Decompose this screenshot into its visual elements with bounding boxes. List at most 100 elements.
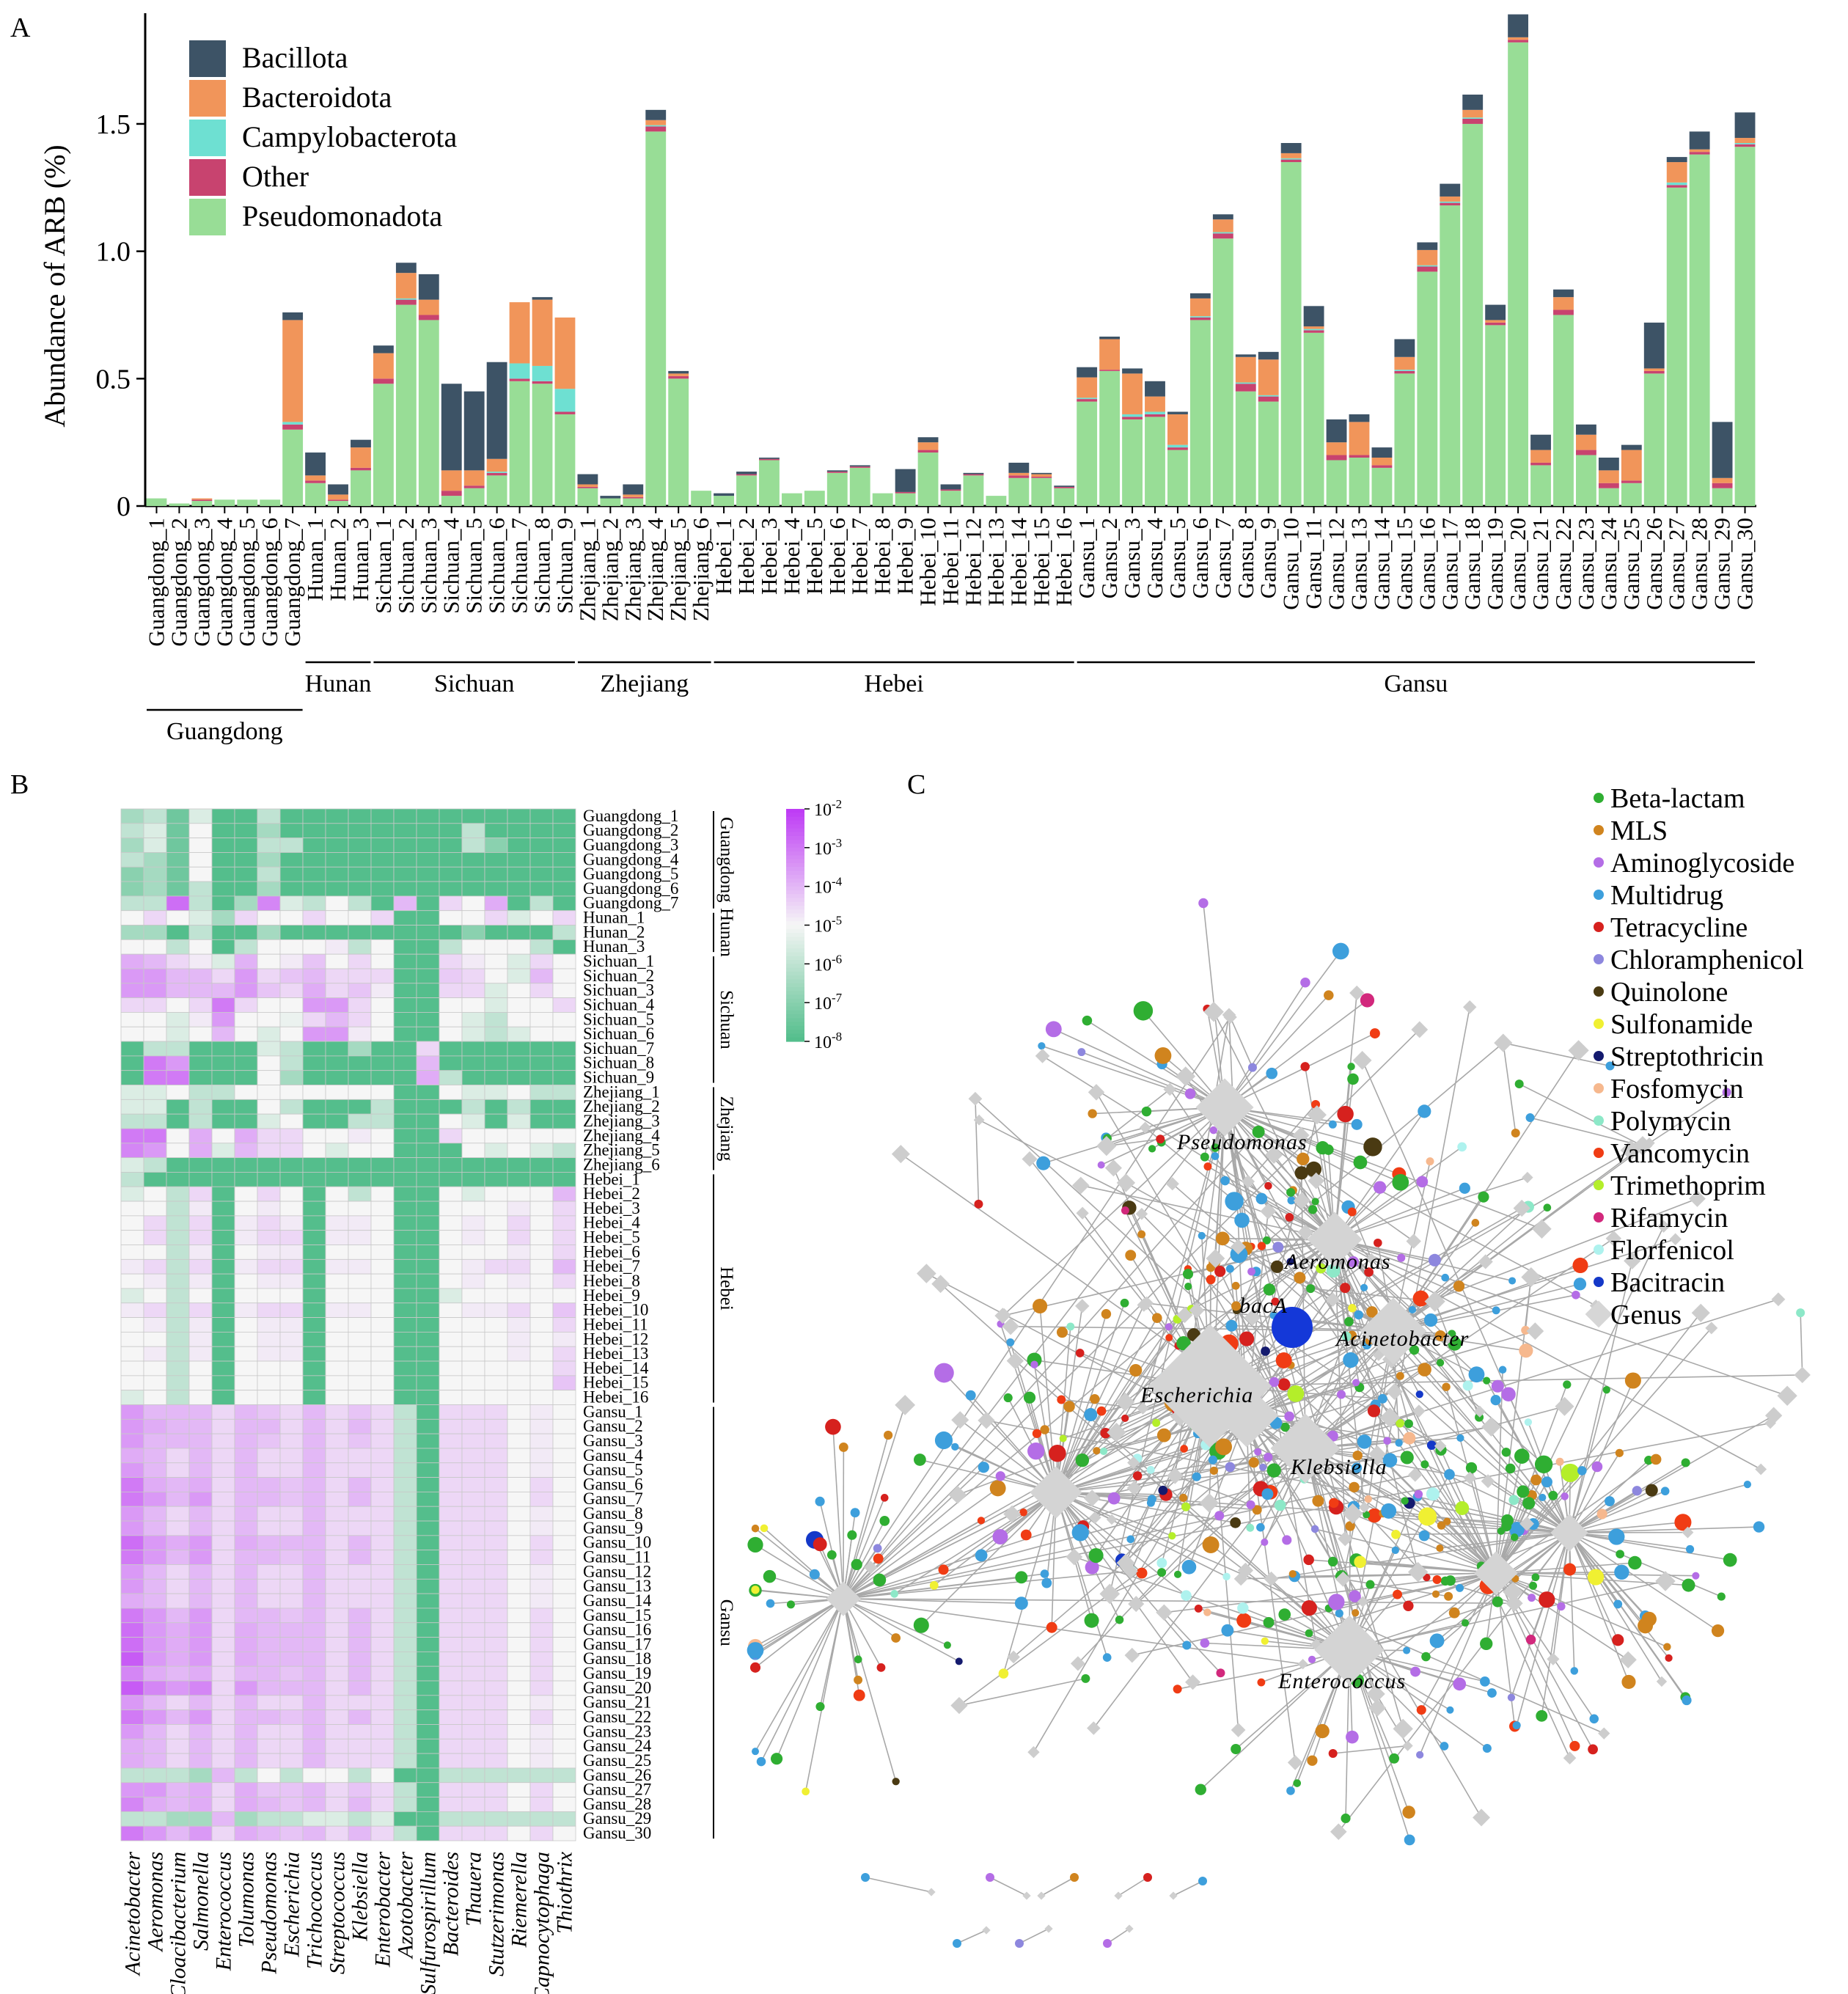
heat-cell <box>279 1782 304 1797</box>
heat-col-label: Escherichia <box>280 1852 304 1957</box>
heat-col-label: Sulfurospirillum <box>417 1852 441 1994</box>
heat-cell <box>529 1738 554 1754</box>
heat-cell <box>348 823 372 839</box>
heat-cell <box>120 866 144 882</box>
heat-cell <box>393 1665 417 1682</box>
arg-node <box>1360 1283 1368 1291</box>
bar-other <box>849 466 870 468</box>
heat-cell <box>188 1172 213 1187</box>
bar-bacteroidota <box>1440 196 1461 202</box>
arg-node <box>1364 1267 1374 1277</box>
bar-pseudomonadota <box>328 501 348 506</box>
arg-node <box>1353 1155 1368 1170</box>
x-tick-label: Sichuan_5 <box>461 518 487 614</box>
bar-other <box>1666 185 1687 188</box>
heat-cell <box>166 910 190 925</box>
heat-cell <box>166 997 190 1013</box>
heat-cell <box>348 1651 372 1667</box>
heat-cell <box>461 1055 485 1071</box>
network-legend: Beta-lactamMLSAminoglycosideMultidrugTet… <box>1585 783 1804 1330</box>
bar-bacteroidota <box>1099 339 1121 370</box>
heat-cell <box>552 1055 576 1071</box>
arg-node <box>1214 1511 1225 1521</box>
colorbar-segment <box>786 983 804 988</box>
heat-col-label: Thiothrix <box>553 1851 577 1933</box>
heat-cell <box>279 1201 304 1217</box>
edge <box>1503 1042 1517 1134</box>
heat-cell <box>257 1245 281 1260</box>
heat-cell <box>188 1128 213 1144</box>
arg-node <box>1490 1395 1501 1406</box>
arg-node <box>1126 1535 1135 1544</box>
arg-node <box>929 1580 939 1590</box>
bar-pseudomonadota <box>554 414 576 506</box>
heat-cell <box>507 866 531 882</box>
heat-cell <box>325 1375 349 1391</box>
arg-node <box>1287 1196 1296 1205</box>
arg-node <box>1088 1547 1104 1564</box>
heat-cell <box>439 1462 463 1478</box>
heat-cell <box>529 866 554 882</box>
heat-cell <box>302 1608 326 1624</box>
legend-dot <box>1594 793 1604 803</box>
heat-cell <box>370 808 395 824</box>
bar-other <box>826 472 848 473</box>
bar-bacillota <box>1553 289 1574 298</box>
heat-cell <box>211 1346 235 1362</box>
heat-cell <box>507 1346 531 1362</box>
heat-cell <box>166 968 190 984</box>
heat-cell <box>484 1113 508 1129</box>
heat-cell <box>120 910 144 925</box>
heat-cell <box>439 1651 463 1667</box>
heat-cell <box>529 852 554 868</box>
heat-row-label: Guangdong_4 <box>583 850 679 868</box>
heat-cell <box>279 1709 304 1725</box>
arg-node <box>1352 1379 1360 1387</box>
genus-node <box>1412 1404 1426 1418</box>
heat-cell <box>257 1753 281 1769</box>
arg-node <box>1308 1655 1316 1663</box>
heat-cell <box>507 1433 531 1449</box>
heat-cell <box>439 837 463 853</box>
heat-cell <box>234 1753 258 1769</box>
heat-cell <box>257 1143 281 1159</box>
edge <box>843 1520 982 1599</box>
heat-cell <box>484 1477 508 1492</box>
heat-cell <box>120 1695 144 1711</box>
x-tick-label: Guangdong_3 <box>188 518 214 647</box>
heat-cell <box>166 1477 190 1492</box>
arg-node <box>1284 1411 1294 1422</box>
heat-cell <box>552 1302 576 1318</box>
heat-cell <box>416 1782 440 1797</box>
heat-cell <box>507 1113 531 1129</box>
heat-cell <box>325 983 349 999</box>
heat-cell <box>302 1390 326 1405</box>
arg-node <box>975 1549 988 1562</box>
heat-row-label: Gansu_4 <box>583 1446 643 1465</box>
bar-pseudomonadota <box>486 475 507 506</box>
heat-cell <box>143 1245 167 1260</box>
heat-cell <box>302 823 326 839</box>
colorbar-segment <box>786 835 804 840</box>
heat-cell <box>529 1172 554 1187</box>
genus-label: Pseudomonas <box>1176 1130 1308 1154</box>
heat-cell <box>393 1797 417 1812</box>
heat-cell <box>370 1767 395 1784</box>
arg-node <box>1459 1182 1470 1194</box>
arg-node <box>1347 1073 1359 1085</box>
bar-campylobacterota <box>1303 329 1324 331</box>
arg-node <box>992 1529 1008 1545</box>
heat-cell <box>529 1506 554 1522</box>
heat-cell <box>484 1041 508 1057</box>
legend-label: Sulfonamide <box>1610 1009 1753 1040</box>
heat-cell <box>348 837 372 853</box>
heat-cell <box>302 910 326 925</box>
heat-cell <box>325 823 349 839</box>
heat-row-label: Hebei_10 <box>583 1301 648 1319</box>
heat-cell <box>302 1055 326 1071</box>
heat-cell <box>279 1230 304 1245</box>
bar-bacteroidota <box>486 458 507 472</box>
heat-cell <box>211 1825 235 1841</box>
heat-cell <box>325 1578 349 1594</box>
heat-cell <box>302 1477 326 1492</box>
